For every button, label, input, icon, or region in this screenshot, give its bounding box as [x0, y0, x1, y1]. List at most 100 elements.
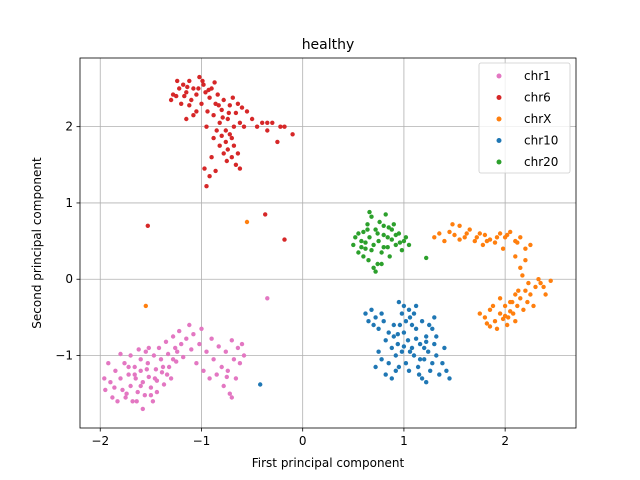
point-chrX: [480, 242, 486, 248]
point-chr20: [359, 245, 364, 250]
point-chr1: [235, 345, 241, 351]
point-chr1: [201, 368, 206, 373]
legend-label-chr1: chr1: [524, 69, 551, 83]
point-chr10: [409, 345, 415, 351]
point-chrX: [432, 235, 437, 240]
chart-title: healthy: [302, 37, 355, 53]
point-chr6: [202, 166, 207, 171]
point-chrX: [508, 309, 513, 314]
point-chr20: [401, 238, 407, 244]
point-chrX: [477, 311, 482, 316]
point-chr10: [415, 364, 421, 370]
point-chr6: [254, 124, 260, 129]
point-chr1: [170, 357, 176, 362]
point-chr20: [361, 254, 366, 259]
point-chr20: [363, 240, 368, 245]
point-chr6: [145, 223, 150, 228]
point-chrX: [533, 284, 538, 290]
point-chr1: [152, 376, 158, 381]
point-chr1: [158, 357, 164, 362]
point-chr1: [239, 341, 245, 347]
point-chr10: [426, 349, 431, 354]
point-chr6: [223, 128, 228, 133]
point-chr1: [123, 395, 128, 400]
point-chr20: [379, 250, 384, 255]
point-chr20: [369, 214, 374, 219]
x-tick-label: −2: [91, 434, 109, 448]
point-chrX: [484, 321, 490, 326]
point-chr10: [396, 364, 402, 370]
point-chr10: [428, 368, 433, 373]
point-chrX: [538, 280, 543, 286]
point-chrX: [510, 299, 515, 305]
point-chr10: [434, 353, 439, 358]
point-chr10: [403, 361, 409, 366]
point-chrX: [523, 246, 528, 251]
point-chr10: [393, 353, 398, 358]
point-chrX: [516, 288, 521, 293]
point-chr20: [386, 225, 391, 230]
point-chr10: [413, 303, 419, 309]
point-chr6: [231, 124, 237, 129]
point-chr6: [187, 103, 192, 108]
point-chrX: [452, 232, 457, 238]
point-chr6: [233, 162, 239, 167]
point-chr6: [170, 92, 176, 97]
point-chr1: [142, 393, 147, 398]
point-chr1: [143, 349, 148, 354]
legend-label-chr20: chr20: [524, 155, 558, 169]
point-chr10: [409, 322, 415, 328]
point-chr1: [145, 361, 150, 366]
point-chr1: [184, 336, 189, 341]
data-points: [102, 74, 553, 412]
point-chr10: [369, 307, 374, 312]
point-chr10: [419, 376, 425, 381]
point-chr20: [356, 231, 361, 236]
point-chr20: [365, 227, 370, 232]
point-chr20: [356, 250, 361, 255]
point-chr1: [135, 389, 140, 395]
point-chr1: [144, 367, 149, 372]
y-tick-label: 0: [65, 272, 73, 286]
point-chr1: [138, 383, 143, 389]
point-chr20: [363, 246, 368, 251]
point-chr6: [263, 212, 268, 217]
point-chr10: [379, 311, 384, 316]
point-chr1: [160, 364, 166, 370]
point-chrX: [513, 254, 518, 259]
point-chr10: [401, 330, 407, 335]
point-chr20: [371, 265, 376, 270]
point-chr1: [150, 399, 156, 404]
point-chr6: [196, 86, 201, 91]
point-chr6: [211, 135, 216, 141]
point-chr6: [265, 128, 270, 133]
point-chr20: [353, 235, 358, 240]
series-chrX: [143, 219, 553, 331]
point-chr6: [207, 95, 212, 100]
point-chrX: [526, 280, 531, 286]
point-chr20: [375, 231, 380, 236]
point-chr6: [189, 97, 194, 103]
point-chr6: [194, 92, 199, 97]
point-chrX: [543, 292, 548, 297]
point-chr6: [200, 78, 205, 84]
point-chr1: [126, 372, 131, 377]
point-chr20: [367, 209, 372, 215]
point-chr6: [206, 87, 211, 93]
point-chr6: [226, 110, 231, 116]
point-chr10: [403, 319, 409, 324]
point-chr10: [406, 307, 412, 312]
point-chr1: [153, 367, 159, 372]
x-tick-label: −1: [193, 434, 211, 448]
point-chr1: [113, 368, 118, 373]
point-chr6: [201, 82, 206, 87]
legend-marker-chr20: [496, 159, 502, 165]
point-chr10: [413, 326, 419, 331]
point-chr1: [165, 351, 171, 357]
point-chr6: [204, 124, 209, 129]
x-tick-label: 2: [501, 434, 509, 448]
point-chr6: [237, 120, 243, 126]
point-chrX: [442, 238, 447, 244]
point-chr20: [351, 242, 356, 248]
point-chr6: [217, 120, 222, 126]
